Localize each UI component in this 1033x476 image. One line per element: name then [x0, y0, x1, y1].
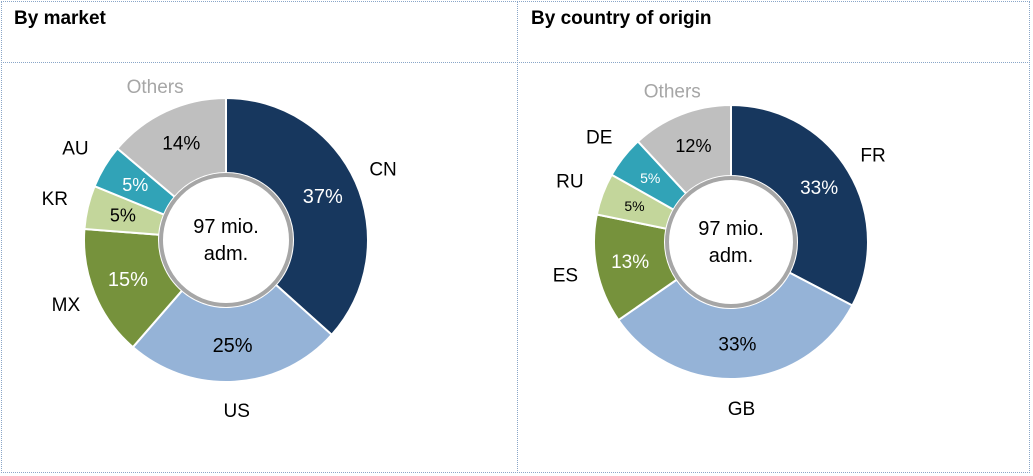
pct-label-market-us: 25% [213, 335, 253, 357]
pct-label-market-kr: 5% [110, 205, 136, 225]
pct-label-origin-fr: 33% [800, 178, 838, 199]
pct-label-origin-ru: 5% [624, 198, 644, 214]
pct-label-market-mx: 15% [108, 269, 148, 291]
category-label-origin-ru: RU [556, 171, 583, 192]
pct-label-origin-gb: 33% [718, 334, 756, 355]
pct-label-market-others: 14% [162, 133, 200, 154]
column-divider [517, 1, 518, 473]
category-label-origin-de: DE [586, 127, 612, 148]
center-text-market-line-2: adm. [204, 243, 248, 265]
category-label-origin-es: ES [553, 265, 578, 286]
category-label-market-au: AU [62, 138, 88, 159]
chart-title-by-market: By market [14, 8, 106, 29]
pct-label-market-cn: 37% [303, 186, 343, 208]
pct-label-origin-es: 13% [611, 252, 649, 273]
category-label-market-mx: MX [52, 295, 81, 316]
donut-chart-by-country: 33% FR 33% GB 13% ES 5% RU 5% DE 12% Others 97 mio. a… [553, 82, 886, 421]
pct-label-origin-others: 12% [675, 136, 711, 156]
center-text-market-line-1: 97 mio. [193, 216, 259, 238]
center-text-origin-line-1: 97 mio. [698, 218, 764, 240]
category-label-market-others: Others [127, 77, 184, 98]
category-label-market-cn: CN [369, 159, 396, 180]
pct-label-market-au: 5% [122, 175, 148, 195]
donut-chart-by-market: 37% CN 25% US 15% MX 5% KR 5% AU 14% Others 97 mio. a… [42, 77, 397, 422]
category-label-origin-fr: FR [860, 146, 885, 167]
pct-label-origin-de: 5% [640, 170, 660, 186]
header-divider [1, 62, 1030, 63]
center-ring-market [159, 173, 293, 307]
center-ring-origin [665, 176, 797, 308]
category-label-market-us: US [223, 401, 249, 422]
category-label-market-kr: KR [42, 189, 68, 210]
category-label-origin-others: Others [644, 82, 701, 103]
chart-title-by-country: By country of origin [531, 8, 712, 29]
category-label-origin-gb: GB [728, 399, 755, 420]
center-text-origin-line-2: adm. [709, 245, 753, 267]
